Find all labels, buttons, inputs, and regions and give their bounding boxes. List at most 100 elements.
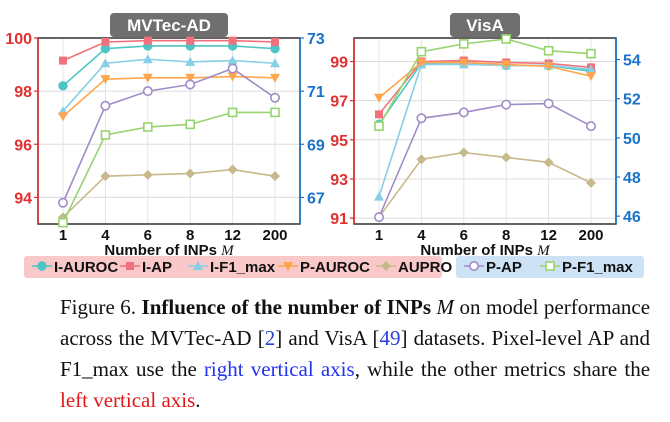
x-tick-label: 12: [540, 227, 557, 244]
data-point-p-auroc: [100, 75, 111, 85]
series-p-auroc: [58, 72, 280, 122]
citation-link-49[interactable]: 49: [379, 326, 401, 350]
data-point-i-f1-max: [586, 64, 596, 74]
left-tick-label: 98: [14, 84, 32, 101]
data-point-p-f1-max: [227, 107, 238, 118]
data-point-p-ap: [543, 98, 554, 109]
data-point-i-ap: [143, 36, 152, 45]
series-line-aupro: [378, 151, 592, 218]
plot-frame: [37, 37, 301, 225]
series-i-f1-max: [58, 54, 280, 116]
right-tick-label: 50: [623, 131, 641, 148]
legend-label: AUPRO: [398, 259, 453, 276]
right-tick-label: 48: [623, 170, 641, 187]
data-point-p-ap: [458, 107, 469, 118]
legend-item-i-auroc: I-AUROC: [32, 259, 118, 276]
caption-bold-title: Influence of the number of INPs: [141, 295, 432, 319]
data-point-p-auroc: [227, 72, 238, 82]
data-point-p-f1-max: [270, 107, 280, 118]
series-line-i-f1-max: [378, 63, 592, 197]
caption-math-symbol: M: [436, 295, 455, 319]
data-point-p-auroc: [416, 58, 427, 68]
data-point-p-ap: [416, 113, 427, 124]
data-point-i-ap: [228, 36, 237, 45]
right-tick-label: 52: [623, 92, 641, 109]
right-tick-label: 69: [307, 137, 325, 154]
series-line-p-auroc: [62, 75, 276, 117]
data-point-p-ap: [373, 212, 384, 223]
series-line-p-ap: [62, 67, 276, 204]
series-line-aupro: [62, 168, 276, 218]
legend-marker: [468, 260, 479, 271]
data-point-p-auroc: [374, 93, 384, 103]
x-tick-label: 8: [502, 227, 510, 244]
legend-label: P-AP: [486, 259, 522, 276]
x-tick-label: 4: [417, 227, 426, 244]
x-tick-label: 12: [224, 227, 241, 244]
citation-link-2[interactable]: 2: [264, 326, 276, 350]
data-point-i-ap: [271, 37, 279, 46]
data-point-i-ap: [59, 56, 67, 65]
left-tick-label: 96: [14, 137, 32, 154]
left-tick-label: 99: [330, 54, 348, 71]
data-point-aupro: [586, 177, 596, 188]
data-point-i-f1-max: [142, 54, 153, 64]
series-line-i-auroc: [62, 45, 276, 87]
data-point-i-f1-max: [100, 58, 111, 68]
left-tick-label: 94: [14, 190, 32, 207]
legend-marker: [37, 261, 47, 271]
data-point-i-f1-max: [374, 191, 384, 201]
legend-item-p-f1-max: P-F1_max: [540, 259, 634, 276]
series-i-ap: [59, 36, 279, 65]
figure-caption: Figure 6. Influence of the number of INP…: [60, 292, 650, 416]
data-point-p-f1-max: [416, 46, 427, 57]
series-p-f1-max: [374, 34, 596, 131]
legend-item-aupro: AUPRO: [376, 259, 453, 276]
data-point-aupro: [458, 147, 469, 158]
data-point-aupro: [100, 171, 111, 182]
legend-label: I-AUROC: [54, 259, 118, 276]
caption-text-1: on model performance across the MVTec-AD…: [60, 295, 651, 350]
right-tick-label: 71: [307, 84, 325, 101]
data-point-aupro: [142, 169, 153, 180]
data-point-p-ap: [501, 99, 512, 110]
legend-item-p-auroc: P-AUROC: [278, 259, 370, 276]
legend-marker: [381, 261, 391, 271]
legend-item-i-f1-max: I-F1_max: [188, 259, 276, 276]
legend-item-i-ap: I-AP: [120, 259, 172, 276]
left-tick-label: 95: [330, 133, 348, 150]
data-point-aupro: [185, 168, 196, 179]
right-tick-label: 54: [623, 53, 641, 70]
series-line-p-auroc: [378, 61, 592, 99]
x-axis-label: Number of INPs M: [420, 242, 551, 259]
caption-text-5: .: [195, 388, 201, 412]
left-tick-label: 97: [330, 94, 348, 111]
caption-label: Figure 6.: [60, 295, 137, 319]
data-point-p-auroc: [142, 73, 153, 83]
legend-marker: [283, 262, 293, 271]
data-point-p-f1-max: [374, 121, 384, 131]
legend-left-group-background: [24, 256, 442, 278]
caption-left-axis-text: left vertical axis: [60, 388, 196, 412]
x-tick-label: 8: [186, 227, 194, 244]
series-aupro: [374, 147, 596, 223]
series-i-auroc: [58, 41, 280, 91]
legend-label: P-AUROC: [300, 259, 370, 276]
data-point-i-ap: [375, 110, 383, 119]
chart-title-background: [450, 13, 520, 37]
x-tick-label: 200: [578, 227, 603, 244]
data-point-i-ap: [186, 36, 195, 45]
left-tick-label: 91: [330, 211, 348, 228]
data-point-i-ap: [101, 37, 110, 46]
right-tick-label: 46: [623, 209, 641, 226]
data-point-aupro: [501, 152, 512, 163]
caption-text-3: ] datasets. Pixel-level AP and F1_max us…: [60, 326, 651, 381]
data-point-p-ap: [57, 197, 68, 208]
data-point-p-ap: [227, 63, 238, 74]
x-tick-label: 6: [460, 227, 468, 244]
data-point-p-auroc: [501, 60, 512, 70]
data-point-p-auroc: [185, 73, 196, 83]
left-tick-label: 93: [330, 172, 348, 189]
